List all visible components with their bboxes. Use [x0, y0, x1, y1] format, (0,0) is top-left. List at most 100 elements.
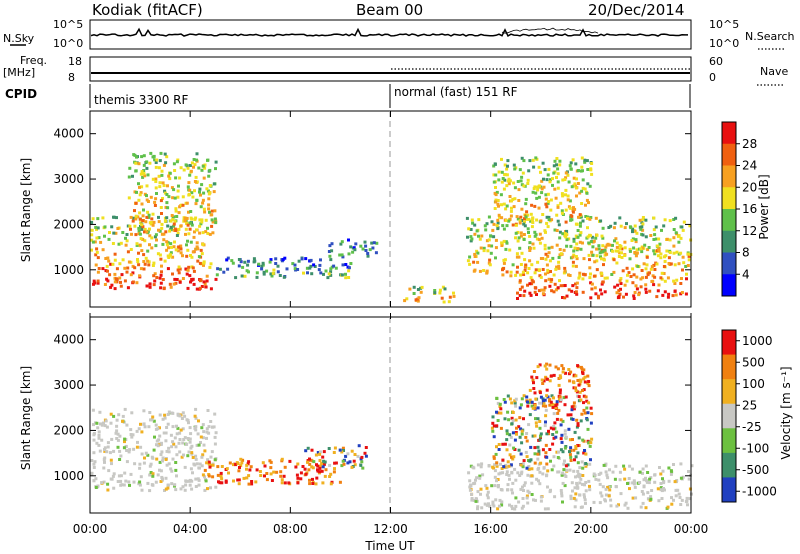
power-cell: [123, 266, 127, 270]
power-cell: [139, 267, 143, 271]
power-cell: [154, 161, 158, 164]
velocity-cell: [122, 483, 126, 487]
power-cell: [570, 185, 574, 189]
power-cell: [686, 252, 690, 256]
power-cell: [556, 286, 560, 290]
velocity-cell: [501, 471, 505, 475]
power-cell: [601, 236, 605, 240]
power-cell: [252, 260, 256, 264]
power-cell: [562, 271, 566, 275]
power-cell: [200, 252, 204, 256]
power-cell: [682, 261, 686, 265]
power-cell: [518, 168, 522, 172]
velocity-cell: [115, 418, 119, 422]
power-cell: [158, 159, 162, 163]
power-cell: [601, 244, 605, 248]
power-cell: [327, 250, 331, 253]
power-cell: [518, 279, 522, 283]
power-cell: [104, 257, 108, 260]
power-cell: [586, 216, 589, 220]
power-cell: [657, 249, 661, 253]
velocity-cell: [567, 368, 571, 371]
power-cell: [550, 245, 554, 249]
velocity-cell: [139, 422, 142, 426]
power-cell: [186, 286, 190, 290]
power-cell: [502, 261, 506, 265]
velocity-cell: [560, 440, 564, 444]
power-cell: [143, 227, 147, 231]
power-cell: [617, 255, 621, 258]
velocity-cell: [561, 471, 565, 475]
power-cell: [171, 218, 175, 222]
power-cell: [608, 243, 612, 247]
power-cell: [547, 167, 551, 171]
velocity-cell: [179, 487, 183, 491]
velocity-cell: [491, 429, 495, 433]
velocity-cell: [524, 450, 528, 454]
velocity-cell: [350, 465, 354, 469]
power-cell: [604, 245, 608, 249]
velocity-cell: [527, 423, 531, 427]
power-cell: [160, 232, 164, 236]
velocity-cell: [627, 477, 631, 480]
power-cell: [628, 247, 632, 251]
power-cell: [517, 188, 521, 192]
power-cell: [549, 198, 553, 202]
velocity-cell: [579, 477, 583, 481]
power-cell: [568, 199, 572, 203]
velocity-cell: [92, 462, 96, 466]
power-cell: [152, 154, 156, 158]
power-cell: [172, 228, 176, 232]
power-cell: [494, 200, 498, 204]
velocity-cell: [176, 426, 180, 430]
power-cell: [140, 202, 144, 206]
velocity-cell: [490, 484, 494, 488]
power-cell: [581, 186, 585, 190]
power-cell: [145, 194, 148, 198]
power-cell: [539, 170, 542, 174]
power-cell: [447, 300, 451, 304]
power-cell: [517, 255, 521, 259]
velocity-cell: [194, 428, 198, 432]
power-cell: [416, 299, 420, 303]
power-cell: [96, 226, 100, 230]
power-cell: [181, 195, 185, 199]
velocity-cell: [103, 449, 107, 453]
velocity-cell: [275, 470, 279, 474]
power-cell: [503, 178, 507, 182]
power-cell: [361, 247, 365, 251]
power-cell: [152, 274, 156, 278]
velocity-cell: [533, 434, 537, 438]
power-cell: [588, 258, 591, 262]
power-cell: [641, 222, 645, 226]
velocity-cell: [533, 406, 537, 410]
velocity-cell: [148, 464, 152, 468]
velocity-cell: [679, 476, 683, 480]
velocity-cell: [662, 479, 666, 483]
power-cell: [559, 252, 563, 256]
velocity-cell: [558, 395, 562, 399]
power-cell: [545, 215, 549, 219]
power-cell: [138, 185, 141, 189]
power-colorbar-tick-label: 16: [742, 202, 757, 216]
velocity-cell: [493, 469, 497, 473]
velocity-cell: [517, 500, 521, 504]
velocity-cell: [92, 432, 96, 435]
power-cell: [165, 201, 169, 205]
power-cell: [563, 266, 567, 270]
velocity-cell: [561, 419, 565, 423]
power-cell: [508, 195, 512, 198]
velocity-cell: [161, 417, 165, 421]
velocity-cell: [564, 395, 568, 399]
power-cell: [632, 246, 636, 250]
power-cell: [112, 215, 116, 219]
power-y-tick-label: 2000: [53, 217, 84, 231]
power-cell: [328, 254, 332, 258]
power-cell: [546, 192, 550, 196]
velocity-cell: [112, 414, 116, 418]
power-cell: [572, 206, 575, 210]
velocity-cell: [543, 507, 547, 511]
power-cell: [370, 241, 374, 245]
velocity-cell: [364, 454, 368, 458]
velocity-cell: [520, 432, 524, 436]
